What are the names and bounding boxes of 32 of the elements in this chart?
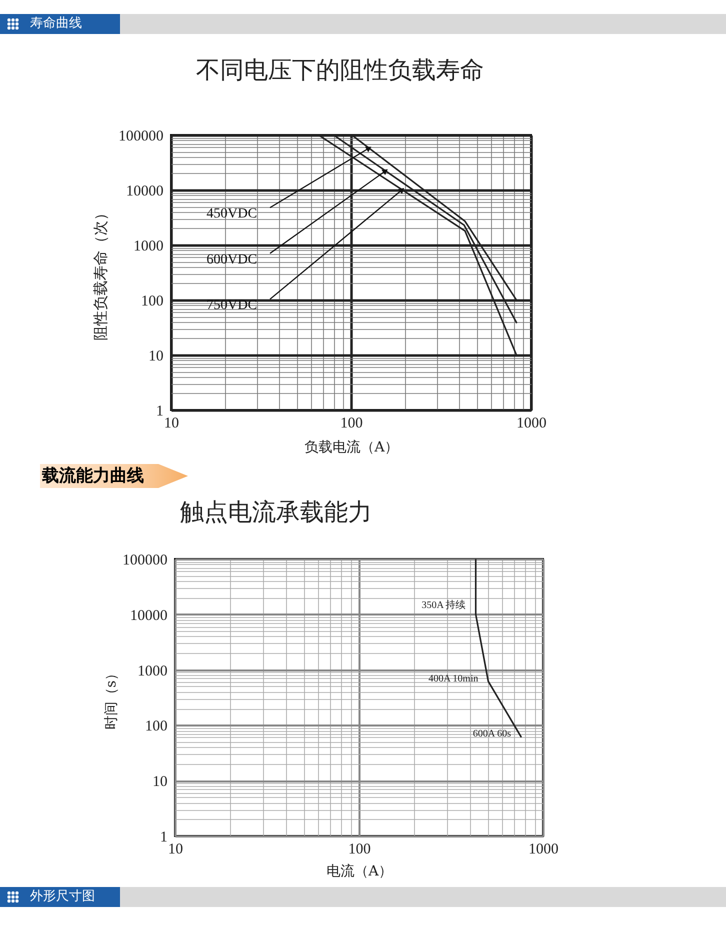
x-axis-title: 负载电流（A） <box>304 440 399 456</box>
section-header-bar: 外形尺寸图 <box>0 887 726 907</box>
x-tick-label: 1000 <box>516 416 546 432</box>
y-tick-label: 1 <box>160 830 168 846</box>
chart-subtitle: 不同电压下的阻性负载寿命 <box>196 55 484 85</box>
text: 450VDC <box>206 206 258 222</box>
x-tick-label: 100 <box>348 842 371 858</box>
annotation: 600A 60s <box>472 728 512 740</box>
y-axis-title: 时间（s） <box>104 666 120 730</box>
y-tick-label: 1000 <box>138 663 168 680</box>
annotation: 350A 持续 <box>422 599 466 612</box>
chart-subtitle: 触点电流承载能力 <box>180 497 372 527</box>
y-tick-label: 10000 <box>130 608 168 624</box>
y-tick-label: 100000 <box>118 128 164 144</box>
text: 600VDC <box>206 252 258 268</box>
x-tick-label: 100 <box>340 416 363 432</box>
text: 750VDC <box>206 298 258 314</box>
chart-title: 载流能力曲线 <box>42 465 144 488</box>
section-header-bar: 寿命曲线 <box>0 14 726 34</box>
x-axis-title: 电流（A） <box>326 864 393 880</box>
x-tick-label: 10 <box>168 842 183 858</box>
y-tick-label: 10 <box>152 774 168 790</box>
y-tick-label: 100 <box>141 294 164 310</box>
y-tick-label: 1 <box>156 404 164 420</box>
x-tick-label: 1000 <box>528 842 558 858</box>
y-tick-label: 100 <box>145 718 168 735</box>
y-tick-label: 10000 <box>126 184 164 200</box>
y-axis-title: 阻性负载寿命（次） <box>92 206 110 340</box>
y-tick-label: 10 <box>148 348 164 364</box>
y-tick-label: 1000 <box>134 238 164 254</box>
y-tick-label: 100000 <box>122 552 168 568</box>
annotation: 400A 10min <box>428 673 478 684</box>
